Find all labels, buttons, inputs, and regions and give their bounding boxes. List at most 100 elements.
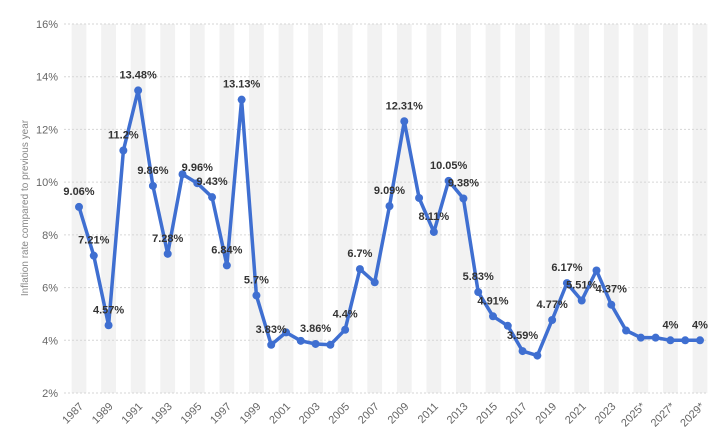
y-tick-label: 14%: [36, 72, 58, 84]
y-tick-label: 16%: [36, 19, 58, 31]
data-label: 9.96%: [182, 162, 213, 174]
data-label: 4.91%: [477, 295, 508, 307]
x-tick-label: 2023: [593, 401, 619, 427]
x-tick-label: 2005: [326, 401, 352, 427]
data-label: 12.31%: [386, 100, 424, 112]
background-band: [189, 24, 205, 393]
data-point: [651, 333, 660, 342]
data-point: [548, 315, 557, 324]
data-point: [607, 300, 616, 309]
x-tick-label: 2013: [445, 401, 471, 427]
data-point: [311, 339, 320, 348]
data-point: [474, 288, 483, 297]
data-label: 6.7%: [347, 248, 372, 260]
background-band: [603, 24, 619, 393]
data-label: 9.06%: [63, 186, 94, 198]
data-point: [577, 296, 586, 305]
data-point: [370, 278, 379, 287]
data-label: 9.38%: [448, 177, 479, 189]
data-point: [341, 325, 350, 334]
background-band: [633, 24, 649, 393]
background-band: [574, 24, 590, 393]
data-point: [134, 86, 143, 95]
x-tick-label: 2025*: [619, 400, 648, 429]
y-tick-label: 8%: [42, 230, 58, 242]
data-point: [75, 202, 83, 211]
data-point: [385, 202, 394, 211]
data-point: [178, 170, 187, 179]
data-label: 3.83%: [256, 324, 287, 336]
x-tick-label: 2011: [416, 401, 441, 426]
data-label: 11.2%: [108, 130, 139, 142]
data-label: 10.05%: [430, 160, 468, 172]
x-tick-label: 1995: [179, 401, 205, 427]
x-axis-ticks: 1987 1989 1991 1993 1995 1997 1999 2001 2003 2005…: [60, 400, 707, 429]
x-tick-label: 2019: [533, 401, 559, 427]
data-point: [119, 146, 128, 155]
data-point: [222, 261, 231, 270]
data-label: 4.37%: [596, 284, 627, 296]
data-points: [75, 86, 704, 360]
data-point: [459, 194, 468, 203]
data-point: [148, 181, 157, 190]
data-label: 7.21%: [78, 235, 109, 247]
background-band: [249, 24, 264, 393]
data-point: [355, 265, 364, 274]
y-axis-title: Inflation rate compared to previous year: [20, 119, 31, 296]
x-tick-label: 1991: [119, 401, 145, 427]
y-tick-label: 10%: [36, 177, 58, 189]
data-label: 6.84%: [211, 244, 242, 256]
background-band: [663, 24, 678, 393]
data-label: 3.59%: [507, 330, 538, 342]
data-label: 4.77%: [537, 299, 568, 311]
data-label: 9.86%: [137, 165, 168, 177]
background-band: [278, 24, 294, 393]
x-tick-label: 2001: [267, 401, 293, 427]
background-band: [485, 24, 501, 393]
y-tick-label: 12%: [36, 124, 58, 136]
background-band: [692, 24, 708, 393]
data-point: [296, 336, 305, 345]
data-labels: 9.06% 7.21% 4.57% 11.2% 13.48% 9.86% 7.28% 9.96…: [63, 69, 708, 342]
background-band: [101, 24, 116, 393]
background-band: [367, 24, 383, 393]
data-point: [429, 227, 438, 236]
data-label: 4%: [662, 319, 678, 331]
data-label: 3.86%: [300, 323, 331, 335]
background-band: [219, 24, 235, 393]
x-tick-label: 1989: [90, 401, 116, 427]
data-label: 5.83%: [463, 271, 494, 283]
x-tick-label: 1997: [208, 401, 234, 427]
data-point: [503, 321, 512, 330]
background-band: [544, 24, 560, 393]
y-tick-label: 4%: [42, 335, 58, 347]
data-point: [592, 266, 601, 275]
data-point: [681, 336, 690, 345]
data-label: 9.43%: [196, 176, 227, 188]
data-point: [326, 340, 335, 349]
x-tick-label: 2003: [297, 401, 323, 427]
data-label: 4.4%: [333, 309, 358, 321]
data-label: 7.28%: [152, 233, 183, 245]
background-band: [515, 24, 530, 393]
x-tick-label: 1987: [60, 401, 86, 427]
y-tick-label: 6%: [42, 283, 58, 295]
data-label: 4.57%: [93, 304, 124, 316]
x-tick-label: 2007: [356, 401, 382, 427]
background-band: [337, 24, 353, 393]
background-band: [426, 24, 442, 393]
data-point: [533, 351, 542, 360]
x-tick-label: 2027*: [649, 400, 678, 429]
data-point: [636, 333, 645, 342]
background-bands: [71, 24, 708, 393]
data-label: 13.13%: [223, 79, 261, 91]
data-point: [666, 336, 675, 345]
data-point: [444, 176, 453, 185]
background-band: [396, 24, 412, 393]
y-tick-label: 2%: [42, 388, 58, 400]
data-point: [163, 249, 172, 258]
background-band: [308, 24, 323, 393]
x-tick-label: 2015: [474, 401, 500, 427]
x-tick-label: 2017: [504, 401, 530, 427]
